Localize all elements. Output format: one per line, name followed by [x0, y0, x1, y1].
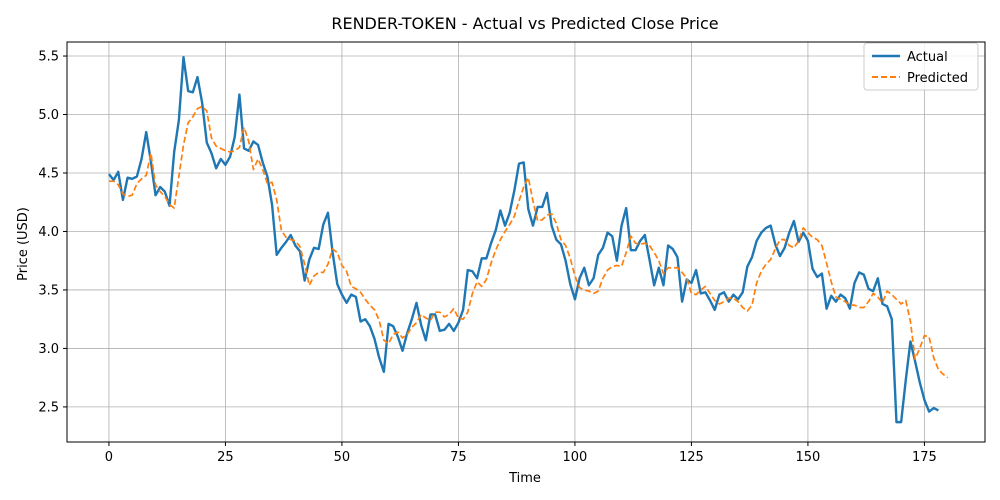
- y-tick-label: 4.0: [38, 225, 59, 240]
- y-tick-label: 3.0: [38, 342, 59, 357]
- x-axis-label: Time: [508, 471, 541, 486]
- y-tick-label: 5.0: [38, 108, 59, 123]
- y-tick-label: 3.5: [38, 283, 59, 298]
- x-tick-label: 125: [679, 450, 704, 465]
- legend-predicted-label: Predicted: [907, 71, 968, 86]
- series-line-predicted: [108, 105, 949, 379]
- legend-actual-label: Actual: [907, 50, 948, 65]
- x-tick-label: 0: [105, 450, 113, 465]
- x-tick-label: 75: [450, 450, 467, 465]
- y-tick-label: 5.5: [38, 50, 59, 65]
- chart-title: RENDER-TOKEN - Actual vs Predicted Close…: [331, 14, 718, 33]
- axes-frame: [66, 41, 986, 443]
- legend: Actual Predicted: [863, 42, 979, 91]
- x-tick-label: 150: [796, 450, 821, 465]
- plot-area: 0 25 50 75 100 125 150 175 2.5 3.0 3.5 4.0 4.5 5.0 5.5: [38, 41, 986, 465]
- x-tick-label: 175: [912, 450, 937, 465]
- x-tick-label: 100: [563, 450, 588, 465]
- y-tick-label: 2.5: [38, 400, 59, 415]
- x-tick-label: 25: [217, 450, 234, 465]
- y-tick-label: 4.5: [38, 166, 59, 181]
- x-tick-label: 50: [334, 450, 351, 465]
- y-axis-label: Price (USD): [16, 207, 31, 281]
